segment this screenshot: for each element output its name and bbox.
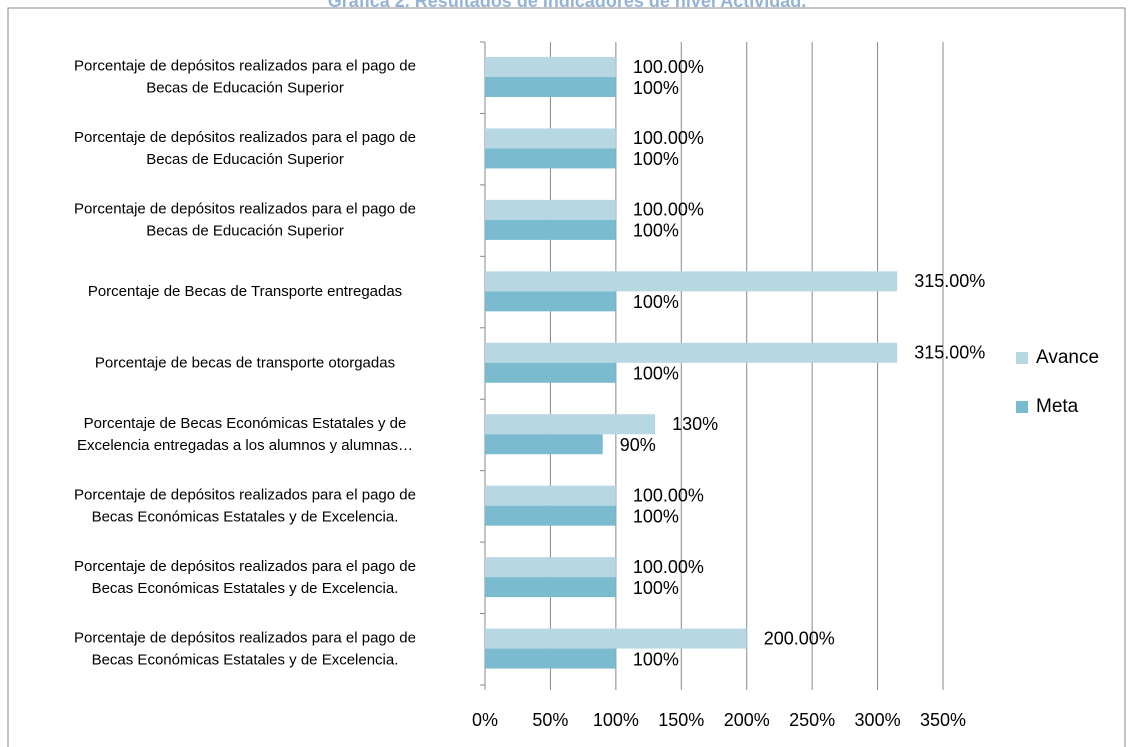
y-tick-label-line: Porcentaje de depósitos realizados para …: [74, 58, 416, 75]
y-tick-label-line: Becas de Educación Superior: [146, 151, 344, 168]
y-tick-label: Porcentaje de depósitos realizados para …: [74, 629, 416, 668]
y-tick-label-line: Porcentaje de depósitos realizados para …: [74, 201, 416, 218]
x-tick-label: 300%: [855, 710, 901, 730]
x-tick-label: 150%: [658, 710, 704, 730]
value-label: 315.00%: [914, 271, 985, 291]
y-tick-label-line: Becas Económicas Estatales y de Excelenc…: [92, 580, 399, 597]
y-tick-label: Porcentaje de depósitos realizados para …: [74, 201, 416, 240]
x-tick-label: 50%: [532, 710, 568, 730]
value-label: 100%: [633, 364, 679, 384]
legend-swatch: [1016, 352, 1028, 364]
bar: [485, 648, 616, 669]
legend-label: Meta: [1036, 396, 1079, 417]
value-label: 100%: [633, 649, 679, 669]
bar: [485, 505, 616, 526]
y-tick-label-line: Porcentaje de depósitos realizados para …: [74, 629, 416, 646]
value-label: 100%: [633, 578, 679, 598]
value-label: 100%: [633, 292, 679, 312]
chart-title: Gráfica 2. Resultados de indicadores de …: [328, 0, 807, 11]
y-tick-label-line: Becas de Educación Superior: [146, 80, 344, 97]
bar: [485, 128, 616, 149]
value-label: 100.00%: [633, 128, 704, 148]
value-label: 90%: [620, 435, 656, 455]
y-tick-label-line: Becas de Educación Superior: [146, 223, 344, 240]
y-tick-label: Porcentaje de depósitos realizados para …: [74, 486, 416, 525]
x-tick-label: 350%: [920, 710, 966, 730]
x-tick-label: 0%: [472, 710, 498, 730]
value-label: 100.00%: [633, 200, 704, 220]
bar: [485, 199, 616, 220]
value-label: 100.00%: [633, 57, 704, 77]
y-tick-label-line: Excelencia entregadas a los alumnos y al…: [77, 437, 413, 454]
bar: [485, 57, 616, 77]
x-tick-label: 100%: [593, 710, 639, 730]
value-label: 200.00%: [764, 628, 835, 648]
y-tick-label-line: Becas Económicas Estatales y de Excelenc…: [92, 651, 399, 668]
bar: [485, 485, 616, 506]
x-tick-label: 200%: [724, 710, 770, 730]
x-tick-label: 250%: [789, 710, 835, 730]
y-tick-label: Porcentaje de Becas de Transporte entreg…: [88, 283, 402, 300]
bar: [485, 628, 747, 649]
y-tick-label: Porcentaje de Becas Económicas Estatales…: [77, 415, 413, 454]
bar: [485, 362, 616, 383]
bar: [485, 414, 656, 435]
y-tick-label: Porcentaje de depósitos realizados para …: [74, 558, 416, 597]
bar: [485, 434, 603, 455]
y-tick-label: Porcentaje de depósitos realizados para …: [74, 129, 416, 168]
bar: [485, 557, 616, 578]
bar: [485, 219, 616, 240]
value-label: 100%: [633, 78, 679, 98]
value-label: 100%: [633, 506, 679, 526]
value-label: 100.00%: [633, 485, 704, 505]
bar: [485, 271, 898, 292]
legend-label: Avance: [1036, 347, 1099, 368]
value-label: 315.00%: [914, 343, 985, 363]
value-label: 130%: [672, 414, 718, 434]
value-label: 100%: [633, 221, 679, 241]
y-tick-label: Porcentaje de becas de transporte otorga…: [95, 354, 395, 371]
bar: [485, 148, 616, 169]
bar: [485, 342, 898, 363]
y-tick-label-line: Porcentaje de depósitos realizados para …: [74, 129, 416, 146]
y-tick-label-line: Becas Económicas Estatales y de Excelenc…: [92, 508, 399, 525]
y-tick-label: Porcentaje de depósitos realizados para …: [74, 58, 416, 97]
y-tick-label-line: Porcentaje de Becas Económicas Estatales…: [84, 415, 407, 432]
bar: [485, 291, 616, 312]
y-tick-label-line: Porcentaje de becas de transporte otorga…: [95, 354, 395, 371]
y-tick-label-line: Porcentaje de depósitos realizados para …: [74, 486, 416, 503]
bar: [485, 577, 616, 598]
bar: [485, 77, 616, 97]
y-tick-label-line: Porcentaje de depósitos realizados para …: [74, 558, 416, 575]
legend-swatch: [1016, 401, 1028, 413]
value-label: 100%: [633, 149, 679, 169]
chart-border: [7, 7, 1126, 747]
y-tick-label-line: Porcentaje de Becas de Transporte entreg…: [88, 283, 402, 300]
value-label: 100.00%: [633, 557, 704, 577]
